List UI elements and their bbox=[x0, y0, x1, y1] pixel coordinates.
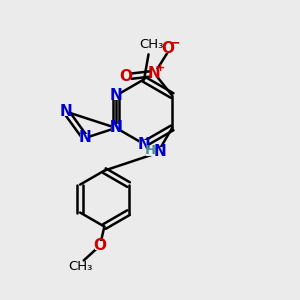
Text: −: − bbox=[168, 36, 180, 50]
Text: CH₃: CH₃ bbox=[139, 38, 164, 51]
Text: CH₃: CH₃ bbox=[69, 260, 93, 273]
FancyBboxPatch shape bbox=[163, 44, 172, 53]
Text: N: N bbox=[60, 104, 73, 119]
FancyBboxPatch shape bbox=[111, 124, 121, 132]
FancyBboxPatch shape bbox=[146, 147, 162, 156]
Text: N: N bbox=[138, 136, 151, 152]
FancyBboxPatch shape bbox=[150, 69, 159, 78]
Text: N: N bbox=[110, 88, 122, 103]
Text: N: N bbox=[148, 66, 161, 81]
FancyBboxPatch shape bbox=[139, 140, 149, 148]
FancyBboxPatch shape bbox=[111, 91, 121, 100]
Text: O: O bbox=[161, 41, 174, 56]
FancyBboxPatch shape bbox=[95, 241, 105, 250]
Text: N: N bbox=[79, 130, 92, 146]
Text: N: N bbox=[153, 144, 166, 159]
FancyBboxPatch shape bbox=[111, 124, 121, 132]
Text: O: O bbox=[119, 69, 132, 84]
FancyBboxPatch shape bbox=[121, 72, 130, 81]
Text: O: O bbox=[93, 238, 106, 253]
FancyBboxPatch shape bbox=[80, 134, 90, 142]
Text: H: H bbox=[145, 143, 156, 157]
FancyBboxPatch shape bbox=[142, 42, 160, 52]
Text: N: N bbox=[110, 120, 122, 135]
Text: +: + bbox=[156, 63, 166, 73]
Text: N: N bbox=[110, 120, 122, 135]
FancyBboxPatch shape bbox=[61, 107, 71, 116]
FancyBboxPatch shape bbox=[72, 262, 90, 271]
